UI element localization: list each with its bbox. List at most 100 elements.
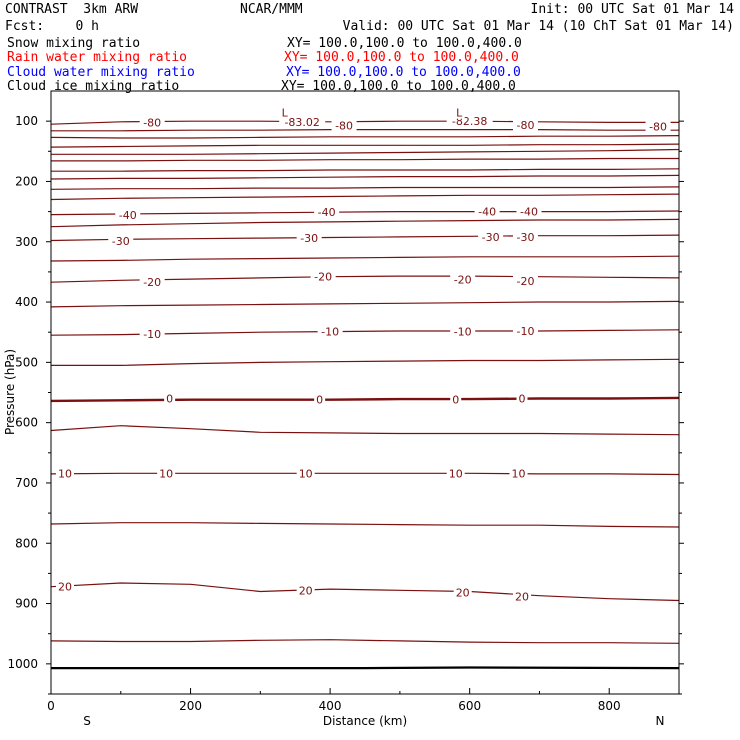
valid-time: Valid: 00 UTC Sat 01 Mar 14 (10 ChT Sat … [342,19,734,34]
contour-label-background [317,325,343,338]
contour-label: -80 [517,119,535,132]
contour-line [50,186,680,190]
contour-line [50,143,680,148]
contour-label: 0 [166,393,173,406]
y-tick-label: 700 [15,476,38,490]
contour-label: -10 [517,325,535,338]
contour-label: -20 [314,271,332,284]
contour-label-background [474,205,500,218]
contour-label: -20 [454,274,472,287]
contour-label: 10 [512,467,526,480]
contour-label-background [55,467,74,480]
y-tick-label: 500 [15,355,38,369]
x-axis-left-end-label: S [83,714,91,728]
x-axis-title: Distance (km) [323,714,407,728]
contour-label: -40 [318,206,336,219]
contour-line [50,135,680,139]
y-tick-label: 600 [15,416,38,430]
contour-label-background [446,467,465,480]
contour-label-background [331,119,357,132]
contour-label-background [164,392,176,405]
x-tick-label: 800 [598,699,621,713]
contour-label-background [453,106,465,119]
contour-line [50,425,680,436]
contour-label-background [512,230,538,243]
y-tick-label: 300 [15,235,38,249]
contour-label-background [512,324,538,337]
field-xy-rain: XY= 100.0,100.0 to 100.0,400.0 [284,50,519,65]
contour-label: -83.02 [284,116,319,129]
contour-label: -30 [300,232,318,245]
x-tick-label: 400 [319,699,342,713]
contour-line [50,639,680,644]
y-tick-label: 400 [15,295,38,309]
contour-label: -30 [112,235,130,248]
contour-label-background [513,590,531,603]
y-tick-label: 1000 [7,657,38,671]
x-tick-label: 0 [47,699,55,713]
y-tick-label: 200 [15,174,38,188]
contour-label-background [450,393,462,406]
x-axis-right-end-label: N [656,714,665,728]
contour-label: 0 [519,393,526,406]
contour-label-background [296,467,315,480]
y-tick-label: 900 [15,597,38,611]
contour-line [50,472,680,476]
contour-label: 10 [449,467,463,480]
y-axis-title: Pressure (hPa) [3,349,17,435]
contour-label: -30 [517,231,535,244]
contour-label-background [512,118,538,131]
forecast-hour: Fcst: 0 h [5,19,99,34]
contour-line [50,218,680,228]
contour-label: -20 [143,276,161,289]
field-name-rain: Rain water mixing ratio [7,50,188,65]
contour-lines [50,120,680,644]
contour-label-background [450,325,476,338]
contour-label: 10 [159,467,173,480]
init-time: Init: 00 UTC Sat 01 Mar 14 [530,2,735,17]
contour-label-background [314,393,326,406]
contour-line [51,358,680,366]
y-tick-label: 100 [15,114,38,128]
contour-label-background [279,106,291,119]
contour-label: 20 [515,590,529,603]
field-name-cloud-ice: Cloud ice mixing ratio [7,79,180,94]
contour-label: 20 [58,581,72,594]
contour-line [51,129,679,132]
model-title: CONTRAST 3km ARW [5,2,139,17]
contour-line [50,234,680,242]
contour-label-background [512,274,538,287]
contour-line [51,168,680,172]
contour-label-background [453,586,472,599]
contour-label: -30 [482,231,500,244]
field-name-snow: Snow mixing ratio [7,36,141,51]
contour-label: 20 [456,587,470,600]
field-xy-snow: XY= 100.0,100.0 to 100.0,400.0 [287,36,522,51]
field-name-cloud-water: Cloud water mixing ratio [7,65,195,80]
contour-label: -40 [119,209,137,222]
contour-label-background [516,392,528,405]
contour-labels: -80 -83.02 -80 -82.38 -80 -80L L-40 -40 -40 -40-3… [55,106,671,603]
contour-label-background [115,209,141,222]
x-tick-label: 200 [179,699,202,713]
contour-line [50,300,680,308]
contour-line [50,522,680,528]
contour-line [50,193,680,201]
contour-line [51,148,680,155]
contour-label-background [478,230,504,243]
contour-label-background [314,206,340,219]
contour-label-background [139,116,165,129]
contour-label: -80 [143,116,161,129]
field-xy-cloud-water: XY= 100.0,100.0 to 100.0,400.0 [286,65,521,80]
contour-label: -10 [321,326,339,339]
organization-label: NCAR/MMM [240,2,303,17]
x-tick-label: 600 [458,699,481,713]
surface-line [51,666,680,670]
contour-label: 0 [452,394,459,407]
contour-line [51,157,679,162]
contour-label: -10 [454,326,472,339]
contour-label-background [296,584,315,597]
contour-label-background [108,235,134,248]
y-tick-label: 800 [15,536,38,550]
